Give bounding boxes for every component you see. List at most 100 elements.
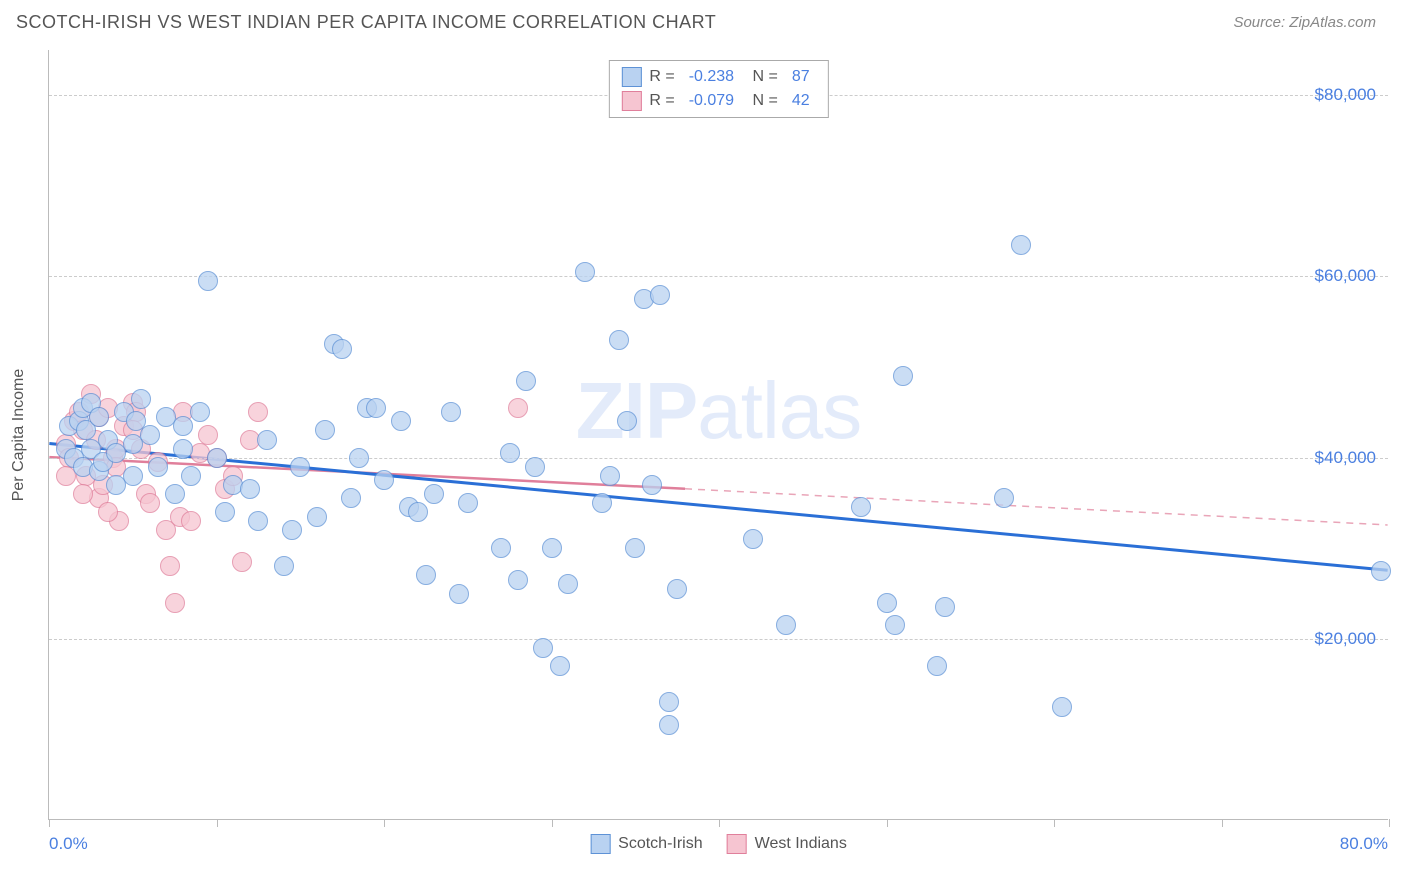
data-point-blue — [173, 416, 193, 436]
swatch-pink — [621, 91, 641, 111]
data-point-blue — [542, 538, 562, 558]
data-point-blue — [592, 493, 612, 513]
data-point-blue — [575, 262, 595, 282]
data-point-blue — [550, 656, 570, 676]
data-point-blue — [927, 656, 947, 676]
gridline — [49, 458, 1388, 459]
data-point-blue — [173, 439, 193, 459]
data-point-blue — [441, 402, 461, 422]
data-point-blue — [408, 502, 428, 522]
data-point-blue — [165, 484, 185, 504]
data-point-blue — [600, 466, 620, 486]
gridline — [49, 276, 1388, 277]
x-tick — [552, 819, 553, 827]
x-tick — [1389, 819, 1390, 827]
data-point-blue — [257, 430, 277, 450]
data-point-pink — [140, 493, 160, 513]
data-point-pink — [248, 402, 268, 422]
r-value-blue: -0.238 — [689, 68, 734, 86]
data-point-pink — [160, 556, 180, 576]
data-point-blue — [181, 466, 201, 486]
watermark: ZIPatlas — [576, 365, 861, 457]
data-point-pink — [73, 484, 93, 504]
data-point-blue — [659, 692, 679, 712]
y-tick-label: $40,000 — [1315, 448, 1376, 468]
y-tick-label: $60,000 — [1315, 266, 1376, 286]
source-attribution: Source: ZipAtlas.com — [1233, 14, 1376, 31]
data-point-blue — [500, 443, 520, 463]
data-point-blue — [366, 398, 386, 418]
x-tick — [887, 819, 888, 827]
x-tick — [1054, 819, 1055, 827]
x-axis-max-label: 80.0% — [1340, 834, 1388, 854]
data-point-blue — [307, 507, 327, 527]
y-tick-label: $80,000 — [1315, 85, 1376, 105]
data-point-blue — [248, 511, 268, 531]
data-point-pink — [232, 552, 252, 572]
data-point-blue — [851, 497, 871, 517]
data-point-blue — [525, 457, 545, 477]
n-value-blue: 87 — [792, 68, 810, 86]
data-point-blue — [274, 556, 294, 576]
data-point-blue — [558, 574, 578, 594]
data-point-pink — [198, 425, 218, 445]
data-point-blue — [743, 529, 763, 549]
x-tick — [384, 819, 385, 827]
data-point-blue — [374, 470, 394, 490]
data-point-blue — [776, 615, 796, 635]
data-point-blue — [659, 715, 679, 735]
data-point-blue — [1011, 235, 1031, 255]
data-point-blue — [215, 502, 235, 522]
data-point-blue — [935, 597, 955, 617]
data-point-blue — [508, 570, 528, 590]
legend-swatch-blue — [590, 834, 610, 854]
data-point-blue — [994, 488, 1014, 508]
r-value-pink: -0.079 — [689, 92, 734, 110]
data-point-blue — [609, 330, 629, 350]
data-point-blue — [207, 448, 227, 468]
data-point-blue — [893, 366, 913, 386]
stats-row-blue: R = -0.238 N = 87 — [621, 65, 815, 89]
data-point-pink — [508, 398, 528, 418]
chart-title: SCOTCH-IRISH VS WEST INDIAN PER CAPITA I… — [16, 12, 716, 33]
gridline — [49, 639, 1388, 640]
data-point-blue — [332, 339, 352, 359]
stats-row-pink: R = -0.079 N = 42 — [621, 89, 815, 113]
x-axis-min-label: 0.0% — [49, 834, 88, 854]
data-point-blue — [290, 457, 310, 477]
data-point-blue — [667, 579, 687, 599]
legend-item-blue: Scotch-Irish — [590, 834, 702, 854]
data-point-blue — [148, 457, 168, 477]
legend-swatch-pink — [727, 834, 747, 854]
data-point-blue — [315, 420, 335, 440]
data-point-blue — [1371, 561, 1391, 581]
data-point-blue — [416, 565, 436, 585]
data-point-blue — [131, 389, 151, 409]
data-point-pink — [98, 502, 118, 522]
data-point-blue — [391, 411, 411, 431]
data-point-pink — [181, 511, 201, 531]
data-point-blue — [240, 479, 260, 499]
legend: Scotch-Irish West Indians — [590, 834, 847, 854]
n-value-pink: 42 — [792, 92, 810, 110]
data-point-blue — [89, 407, 109, 427]
data-point-blue — [617, 411, 637, 431]
data-point-blue — [282, 520, 302, 540]
data-point-blue — [123, 466, 143, 486]
data-point-blue — [516, 371, 536, 391]
x-tick — [1222, 819, 1223, 827]
y-tick-label: $20,000 — [1315, 629, 1376, 649]
data-point-blue — [349, 448, 369, 468]
data-point-pink — [165, 593, 185, 613]
data-point-blue — [491, 538, 511, 558]
y-axis-label: Per Capita Income — [10, 368, 28, 501]
data-point-blue — [458, 493, 478, 513]
data-point-blue — [533, 638, 553, 658]
data-point-blue — [642, 475, 662, 495]
data-point-blue — [198, 271, 218, 291]
data-point-blue — [650, 285, 670, 305]
correlation-stats-box: R = -0.238 N = 87 R = -0.079 N = 42 — [608, 60, 828, 118]
legend-label-pink: West Indians — [755, 835, 847, 853]
scatter-plot: Per Capita Income ZIPatlas $20,000$40,00… — [48, 50, 1388, 820]
data-point-blue — [885, 615, 905, 635]
